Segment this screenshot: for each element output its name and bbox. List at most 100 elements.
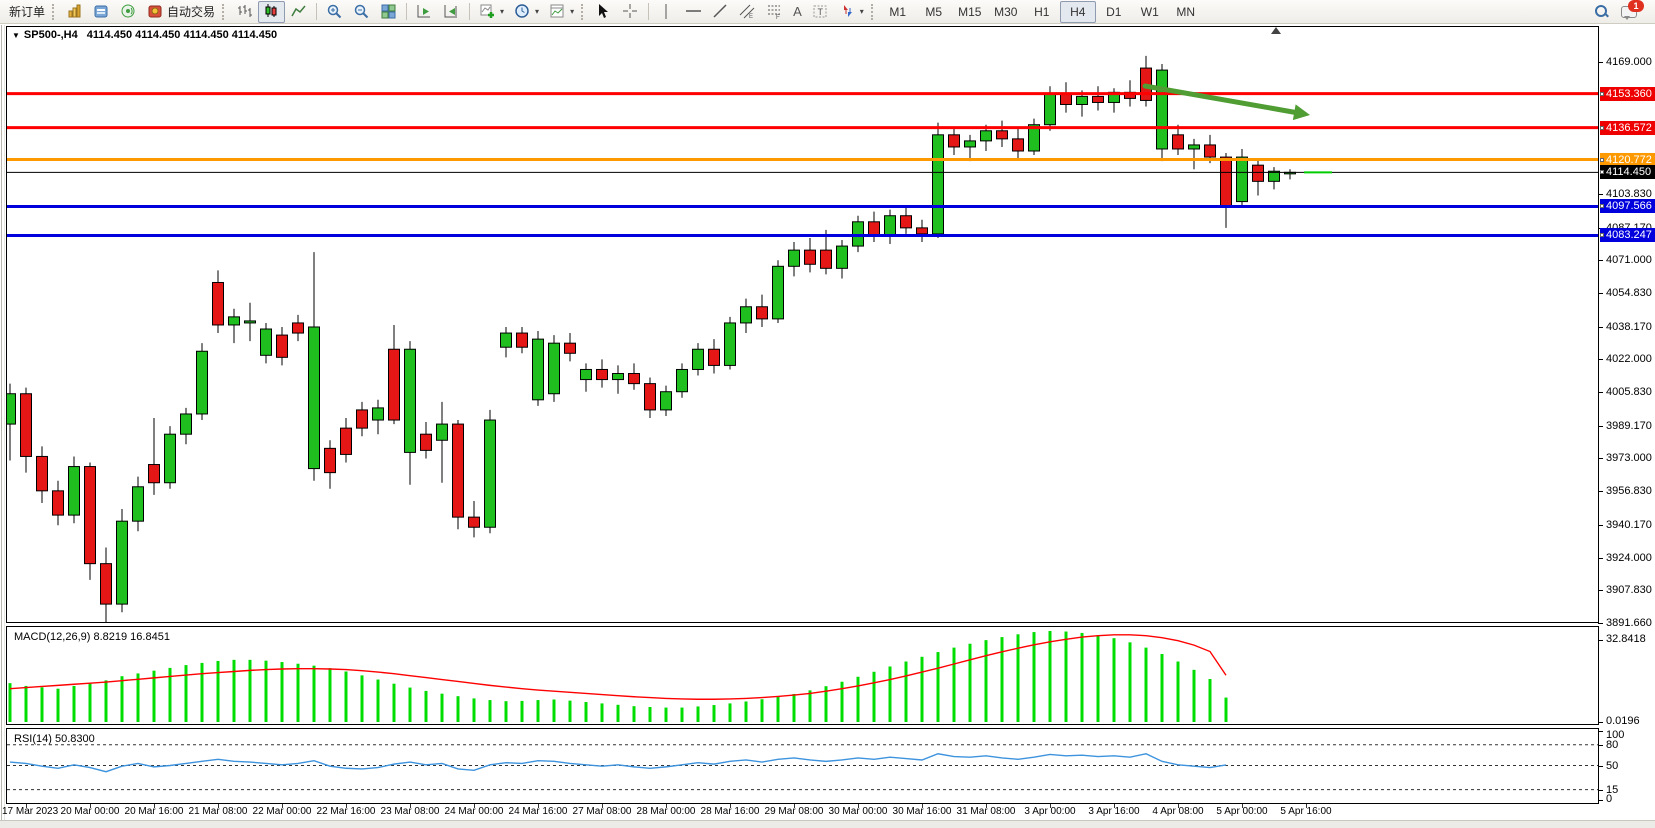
timeframe-button-W1[interactable]: W1 xyxy=(1140,4,1159,19)
crosshair-tool-button[interactable] xyxy=(617,1,644,23)
macd-histogram-bar xyxy=(1224,697,1228,722)
date-tick xyxy=(1114,804,1115,808)
indicators-button[interactable]: ▾ xyxy=(474,1,509,23)
date-label: 30 Mar 00:00 xyxy=(828,806,888,817)
timeframe-button-M15[interactable]: M15 xyxy=(958,4,982,19)
tile-windows-button[interactable] xyxy=(375,1,402,23)
candle xyxy=(1172,134,1184,150)
candle xyxy=(356,409,368,429)
macd-histogram-bar xyxy=(760,699,764,722)
bar-chart-button[interactable] xyxy=(231,1,258,23)
macd-histogram-bar xyxy=(888,666,892,722)
price-line-badge: 4120.772 xyxy=(1600,152,1655,167)
chart-shift-marker[interactable] xyxy=(1271,27,1281,34)
timeframe-button-H1[interactable]: H1 xyxy=(1034,4,1050,19)
date-tick xyxy=(730,804,731,808)
axis-tick xyxy=(1598,744,1603,746)
axis-tick xyxy=(1598,260,1603,262)
macd-histogram-bar xyxy=(552,699,556,722)
candle xyxy=(452,423,464,518)
chevron-down-icon: ▾ xyxy=(570,7,575,16)
market-watch-button[interactable] xyxy=(88,1,115,23)
timeframe-button-M5[interactable]: M5 xyxy=(925,4,943,19)
toolbar-separator xyxy=(469,3,471,20)
price-line-badge: 4136.572 xyxy=(1600,120,1655,135)
chart-shift-icon xyxy=(443,3,460,20)
toolbar-separator xyxy=(316,3,318,20)
label-tool-button[interactable]: T xyxy=(807,1,834,23)
macd-histogram-bar xyxy=(472,698,476,722)
price-line-badge: 4153.360 xyxy=(1600,86,1655,101)
horizontal-line-tool-button[interactable] xyxy=(680,1,707,23)
notifications-button[interactable]: 1 xyxy=(1615,0,1645,23)
candle xyxy=(244,320,256,324)
text-tool-button[interactable]: A xyxy=(788,1,807,23)
timeframe-button-M1[interactable]: M1 xyxy=(889,4,907,19)
macd-histogram-bar xyxy=(920,656,924,722)
search-icon xyxy=(1594,4,1610,20)
candle xyxy=(1076,95,1088,105)
date-label: 23 Mar 08:00 xyxy=(380,806,440,817)
rsi-line xyxy=(9,753,1227,773)
timeframe-button-D1[interactable]: D1 xyxy=(1106,4,1122,19)
candle xyxy=(996,130,1008,140)
rsi-axis-label: 100 xyxy=(1606,729,1625,741)
axis-tick xyxy=(1598,524,1603,526)
timeframe-button-MN[interactable]: MN xyxy=(1176,4,1196,19)
candlestick-chart-button[interactable] xyxy=(258,0,286,23)
charts-gold-icon-button[interactable] xyxy=(61,1,88,23)
axis-tick xyxy=(1598,800,1603,801)
candle xyxy=(692,348,704,370)
cursor-tool-button[interactable] xyxy=(590,1,617,23)
add-indicator-icon xyxy=(479,3,496,20)
macd-histogram-bar xyxy=(840,681,844,722)
macd-histogram-bar xyxy=(40,687,44,722)
line-chart-button[interactable] xyxy=(285,1,312,23)
candle xyxy=(132,486,144,522)
price-line-badge: 4114.450 xyxy=(1600,165,1655,180)
macd-histogram-bar xyxy=(24,685,28,722)
macd-panel-canvas[interactable] xyxy=(6,626,1599,725)
candle xyxy=(1012,138,1024,152)
trendline-tool-button[interactable] xyxy=(707,1,734,23)
timeframe-button-M30[interactable]: M30 xyxy=(994,4,1018,19)
macd-histogram-bar xyxy=(648,707,652,722)
date-label: 20 Mar 16:00 xyxy=(124,806,184,817)
date-label: 22 Mar 16:00 xyxy=(316,806,376,817)
tile-windows-icon xyxy=(380,3,397,20)
fibonacci-tool-button[interactable]: F xyxy=(761,1,788,23)
autotrading-button[interactable]: 自动交易 xyxy=(142,1,220,23)
date-tick xyxy=(602,804,603,808)
new-order-button[interactable]: 新订单 xyxy=(4,1,50,23)
status-strip xyxy=(0,820,1655,828)
templates-button[interactable]: ▾ xyxy=(544,1,579,23)
date-label: 21 Mar 08:00 xyxy=(188,806,248,817)
signals-button[interactable] xyxy=(115,1,142,23)
macd-histogram-bar xyxy=(360,675,364,722)
timeframe-button-H4[interactable]: H4 xyxy=(1059,0,1096,23)
arrows-tool-button[interactable]: ▾ xyxy=(834,1,869,23)
label-tool-icon: T xyxy=(812,3,829,20)
chart-shift-button[interactable] xyxy=(438,1,465,23)
macd-signal-line xyxy=(9,634,1227,700)
trend-arrow xyxy=(1142,83,1297,115)
periods-button[interactable]: ▾ xyxy=(509,1,544,23)
zoom-in-button[interactable] xyxy=(321,1,348,23)
auto-scroll-button[interactable] xyxy=(411,1,438,23)
search-button[interactable] xyxy=(1589,1,1615,23)
main-chart-canvas[interactable] xyxy=(6,26,1599,623)
macd-histogram-bar xyxy=(296,663,300,722)
candle xyxy=(1252,164,1264,182)
price-tick-label: 3924.000 xyxy=(1606,551,1652,564)
zoom-out-button[interactable] xyxy=(348,1,375,23)
axis-tick xyxy=(1598,359,1603,361)
candle xyxy=(292,322,304,334)
macd-histogram-bar xyxy=(504,701,508,722)
channel-tool-button[interactable]: E xyxy=(734,1,761,23)
vertical-line-tool-button[interactable] xyxy=(653,1,680,23)
candle xyxy=(84,466,96,565)
macd-histogram-bar xyxy=(600,703,604,722)
rsi-panel-canvas[interactable] xyxy=(6,728,1599,804)
candle xyxy=(388,348,400,421)
candle xyxy=(932,134,944,235)
